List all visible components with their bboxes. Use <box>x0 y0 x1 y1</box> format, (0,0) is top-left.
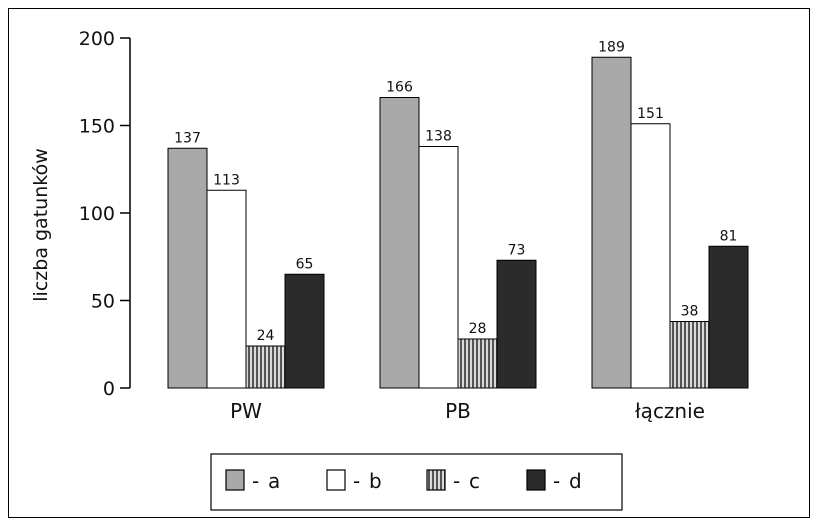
legend-items: -a-b-c-d <box>225 469 582 493</box>
data-label-d-1: 73 <box>508 242 526 258</box>
legend-separator: - <box>453 469 460 493</box>
y-tick-label: 200 <box>79 28 115 50</box>
bar-d-0 <box>284 273 325 389</box>
data-label-d-2: 81 <box>720 228 738 244</box>
data-label-c-0: 24 <box>257 328 275 344</box>
category-labels-group: PW PB łącznie <box>230 399 705 423</box>
legend-swatch-b <box>326 469 346 491</box>
category-label: PW <box>230 399 262 423</box>
y-axis-title: liczba gatunków <box>30 148 52 301</box>
legend-separator: - <box>553 469 560 493</box>
category-label: łącznie <box>635 399 705 423</box>
y-tick-label: 100 <box>79 203 115 225</box>
legend-label-d: d <box>569 469 582 493</box>
data-label-b-2: 151 <box>637 106 664 122</box>
legend-box <box>210 453 623 511</box>
y-tick-label: 150 <box>79 116 115 138</box>
bar-c-1 <box>457 338 498 389</box>
legend-separator: - <box>353 469 360 493</box>
legend-label-a: a <box>268 469 280 493</box>
data-label-b-1: 138 <box>425 129 452 145</box>
data-label-b-0: 113 <box>213 172 240 188</box>
bar-b-1 <box>418 146 459 389</box>
data-label-c-2: 38 <box>681 304 699 320</box>
legend-separator: - <box>252 469 259 493</box>
bar-c-0 <box>245 345 286 389</box>
data-label-a-0: 137 <box>174 130 201 146</box>
bar-a-1 <box>379 97 420 389</box>
bar-b-0 <box>206 189 247 389</box>
legend-swatch-d <box>526 469 546 491</box>
data-label-a-2: 189 <box>598 39 625 55</box>
legend: -a-b-c-d <box>210 453 623 511</box>
bar-b-2 <box>630 123 671 389</box>
bars-group <box>167 56 749 389</box>
y-ticks: 0 50 100 150 200 <box>79 28 130 400</box>
legend-label-c: c <box>469 469 480 493</box>
bar-d-1 <box>496 259 537 389</box>
data-label-d-0: 65 <box>296 256 314 272</box>
bar-a-0 <box>167 147 208 389</box>
bar-d-2 <box>708 245 749 389</box>
data-label-c-1: 28 <box>469 321 487 337</box>
legend-swatch-c <box>426 469 446 491</box>
value-labels-group: 137 113 24 65 166 138 28 73 189 151 38 81 <box>174 39 737 344</box>
bar-a-2 <box>591 56 632 389</box>
bar-c-2 <box>669 321 710 389</box>
y-tick-label: 0 <box>103 378 115 400</box>
legend-swatch-a <box>225 469 245 491</box>
data-label-a-1: 166 <box>386 80 413 96</box>
category-label: PB <box>445 399 471 423</box>
legend-label-b: b <box>369 469 382 493</box>
y-tick-label: 50 <box>91 291 115 313</box>
